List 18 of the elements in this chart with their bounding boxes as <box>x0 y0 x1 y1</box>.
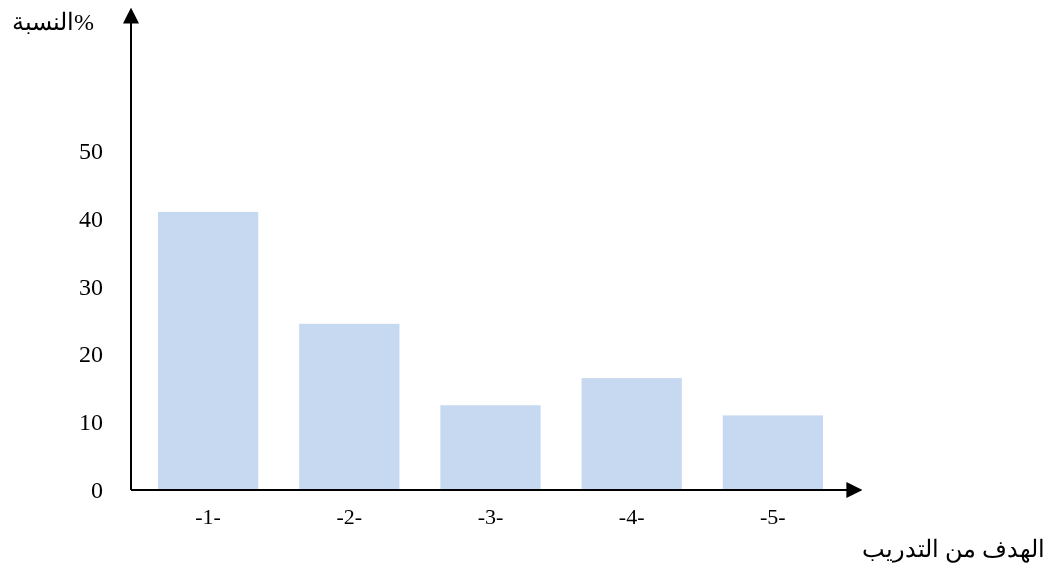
bar <box>722 415 823 490</box>
x-axis-title: الهدف من التدريب <box>862 536 1045 563</box>
x-tick-label: -3- <box>477 504 504 529</box>
y-tick-label: 20 <box>79 341 103 368</box>
y-tick-label: 0 <box>91 477 103 503</box>
bar <box>581 378 682 490</box>
y-tick-label: 40 <box>79 205 103 232</box>
y-axis-title: النسبة% <box>12 9 94 35</box>
x-tick-label: -1- <box>195 504 221 529</box>
bar <box>299 323 400 490</box>
x-tick-label: -5- <box>760 504 786 529</box>
y-tick-label: 30 <box>79 273 103 300</box>
x-tick-label: -2- <box>336 504 363 529</box>
bar <box>440 405 541 490</box>
x-tick-label: -4- <box>618 504 645 529</box>
bar <box>158 211 259 490</box>
y-tick-label: 50 <box>79 137 103 164</box>
y-tick-label: 10 <box>79 409 103 436</box>
